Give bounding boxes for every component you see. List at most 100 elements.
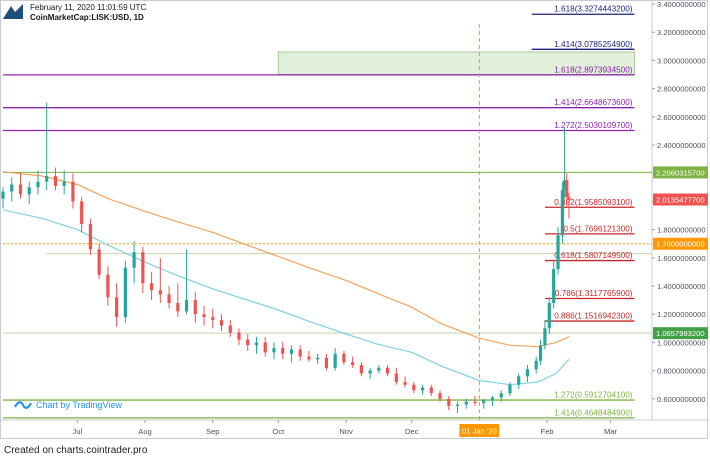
- candle: [281, 342, 285, 360]
- candle: [455, 401, 460, 413]
- candle: [53, 167, 58, 191]
- candle-body: [281, 348, 285, 354]
- candle-body: [560, 190, 565, 236]
- candle: [132, 240, 136, 284]
- candle-body: [359, 365, 363, 374]
- candle: [106, 266, 110, 306]
- candle-body: [377, 367, 381, 371]
- candle: [351, 356, 355, 368]
- candle: [10, 177, 14, 202]
- candle: [272, 342, 276, 360]
- candle-body: [1, 191, 5, 199]
- y-tick-label: 3.2000000000: [657, 28, 706, 37]
- x-tick-label: Jul: [72, 427, 82, 436]
- candle: [552, 260, 556, 309]
- candle: [538, 339, 543, 366]
- candle-body: [18, 184, 23, 195]
- header-date: February 11, 2020 11:01:59 UTC: [30, 3, 147, 12]
- candle-body: [403, 381, 407, 385]
- x-tick-label: Nov: [339, 427, 353, 436]
- candle: [560, 181, 565, 244]
- candle: [62, 170, 66, 195]
- candle-body: [333, 353, 337, 368]
- candle-body: [394, 373, 398, 382]
- candle: [368, 367, 372, 380]
- fib-level-label: 1.414(0.4648484900): [554, 408, 633, 417]
- x-tick-label: Oct: [272, 427, 285, 436]
- fib-level-label: 0.618(1.5807149500): [554, 251, 633, 260]
- candle: [115, 283, 119, 327]
- candle-body: [149, 283, 154, 291]
- candle: [324, 353, 329, 371]
- y-tick-label: 1.8000000000: [657, 226, 706, 235]
- candle-body: [552, 269, 556, 303]
- y-tick-label: 3.0000000000: [657, 56, 706, 65]
- candle: [543, 319, 547, 350]
- fib-level-label: 0.786(1.3117765900): [555, 289, 633, 298]
- fib-level-label: 1.414(3.0785254900): [554, 40, 633, 49]
- candle-body: [62, 181, 66, 186]
- chart-canvas[interactable]: 1.618(3.3274443200) 1.414(3.0785254900) 1.…: [0, 0, 710, 440]
- candle: [80, 197, 84, 233]
- y-tick-label: 1.0000000000: [657, 338, 706, 347]
- tradingview-brand[interactable]: Chart by TradingView: [14, 399, 122, 411]
- price-chart[interactable]: 1.618(3.3274443200) 1.414(3.0785254900) 1.…: [0, 0, 710, 440]
- candle: [27, 181, 31, 205]
- candle-body: [272, 348, 276, 353]
- x-tick-label: Aug: [138, 427, 152, 436]
- price-label-badge: [653, 166, 708, 179]
- candle: [534, 356, 538, 374]
- price-label: 1.0657983200: [656, 329, 705, 338]
- date-marker-badge: [459, 424, 500, 437]
- candle: [359, 362, 363, 377]
- candle-body: [53, 176, 58, 186]
- candle-body: [141, 252, 145, 284]
- x-tick-label: Mar: [604, 427, 618, 436]
- candle: [97, 243, 101, 279]
- candle: [45, 102, 49, 191]
- y-tick-label: 2.8000000000: [657, 85, 706, 94]
- candle: [307, 350, 311, 363]
- candle: [202, 305, 206, 326]
- candle: [562, 128, 567, 199]
- candle: [123, 260, 127, 323]
- candle: [565, 173, 569, 208]
- candle-body: [455, 404, 460, 406]
- candle-body: [289, 349, 294, 354]
- candle-body: [307, 356, 311, 360]
- candle: [556, 226, 560, 275]
- candle: [464, 398, 468, 409]
- y-tick-label: 1.6000000000: [657, 254, 706, 263]
- fib-level-label: 1.618(2.8973934500): [554, 65, 633, 74]
- candle: [246, 333, 250, 351]
- candle: [193, 291, 197, 323]
- candle: [403, 376, 407, 388]
- candle: [158, 257, 162, 303]
- candle: [149, 271, 154, 301]
- candle: [482, 398, 486, 409]
- candle-body: [324, 357, 329, 368]
- candle: [447, 396, 451, 411]
- candle-body: [508, 384, 512, 394]
- candle-body: [420, 387, 425, 391]
- candle: [141, 246, 145, 294]
- candle-body: [193, 300, 197, 315]
- candle: [1, 187, 5, 209]
- candle-body: [115, 297, 119, 318]
- price-label: 1.7000000000: [656, 240, 705, 249]
- candle-body: [499, 393, 503, 398]
- price-label-badge: [653, 193, 708, 206]
- fib-level-label: 0.886(1.1516942300): [554, 312, 633, 321]
- candle: [490, 396, 495, 406]
- date-marker-label: 01 Jan '20: [462, 427, 497, 436]
- candle: [438, 390, 442, 402]
- candle: [237, 328, 241, 346]
- candle: [333, 348, 337, 371]
- candle-body: [97, 249, 101, 275]
- fib-level-label: 1.618(3.3274443200): [554, 5, 633, 14]
- fib-level-label: 0.5(1.7696121300): [563, 224, 632, 233]
- candle-body: [167, 294, 171, 303]
- moving-average-short: [2, 209, 570, 386]
- fib-level-label: 1.272(2.5030109700): [554, 121, 633, 130]
- footer-credit: Created on charts.cointrader.pro: [4, 445, 148, 456]
